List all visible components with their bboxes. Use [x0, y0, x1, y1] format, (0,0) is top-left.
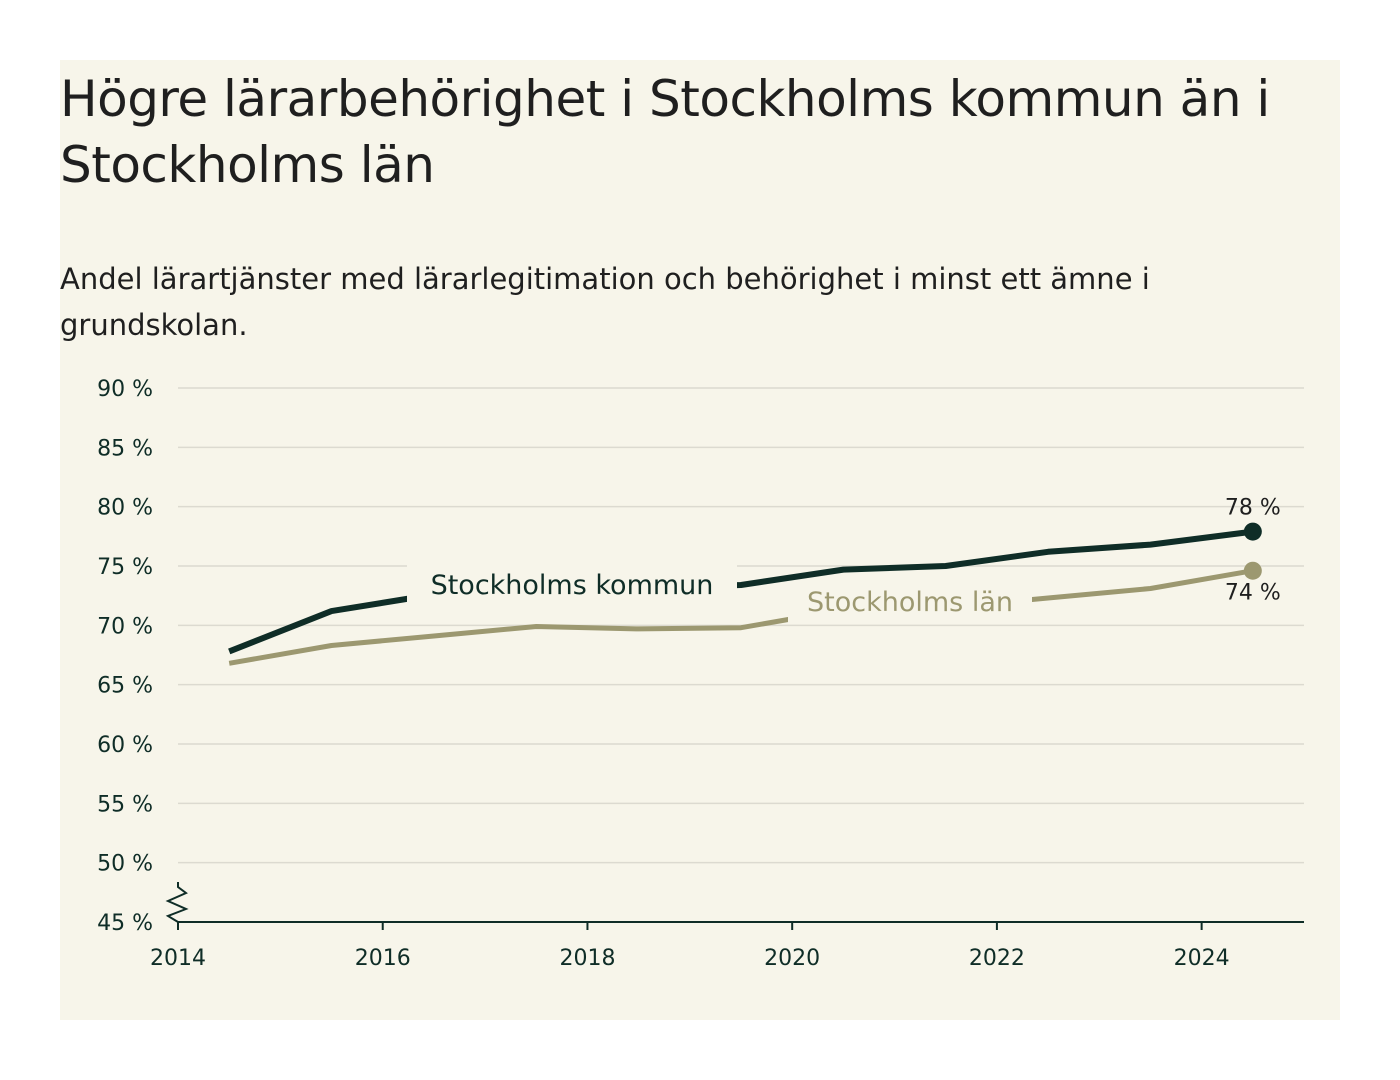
- y-tick-label: 70 %: [97, 614, 153, 639]
- chart-card: [60, 60, 1340, 1020]
- y-tick-label: 85 %: [97, 436, 153, 461]
- end-point-lan: [1243, 561, 1262, 580]
- y-tick-label: 75 %: [97, 555, 153, 580]
- x-tick-label: 2022: [969, 946, 1025, 971]
- gridlines: [178, 387, 1304, 864]
- y-axis-break-icon: [165, 882, 189, 923]
- y-tick-label: 80 %: [97, 496, 153, 521]
- series-line-kommun: [228, 528, 1254, 655]
- chart-subtitle: Andel lärartjänster med lärarlegitimatio…: [60, 262, 1150, 342]
- chart-title: Högre lärarbehörighet i Stockholms kommu…: [60, 70, 1270, 194]
- y-tick-label: 45 %: [97, 911, 153, 936]
- series-label-lan: Stockholms län: [807, 587, 1013, 618]
- x-tick-label: 2018: [559, 946, 615, 971]
- series-label-kommun: Stockholms kommun: [431, 570, 714, 601]
- series-line-lan: [228, 568, 1254, 666]
- y-tick-label: 90 %: [97, 377, 153, 402]
- y-tick-label: 65 %: [97, 674, 153, 699]
- y-tick-label: 60 %: [97, 733, 153, 758]
- y-axis-tick-labels: 45 % 50 % 55 % 60 % 65 % 70 % 75 % 80 % 85 % 90 %: [97, 377, 153, 936]
- end-label-lan: 74 %: [1225, 581, 1281, 606]
- x-tick-label: 2014: [150, 946, 206, 971]
- series-label-lan-backdrop: [788, 581, 1032, 623]
- series-label-kommun-backdrop: [407, 564, 737, 606]
- x-tick-label: 2020: [764, 946, 820, 971]
- y-tick-label: 55 %: [97, 792, 153, 817]
- x-tick-label: 2024: [1174, 946, 1230, 971]
- end-point-kommun: [1243, 522, 1262, 541]
- x-axis: 2014 2016 2018 2020 2022 2024: [150, 882, 1304, 971]
- series-labels: Stockholms kommun Stockholms län 78 % 74 %: [407, 496, 1281, 623]
- series-lines: [228, 522, 1262, 666]
- y-tick-label: 50 %: [97, 852, 153, 877]
- x-tick-label: 2016: [355, 946, 411, 971]
- end-label-kommun: 78 %: [1225, 496, 1281, 521]
